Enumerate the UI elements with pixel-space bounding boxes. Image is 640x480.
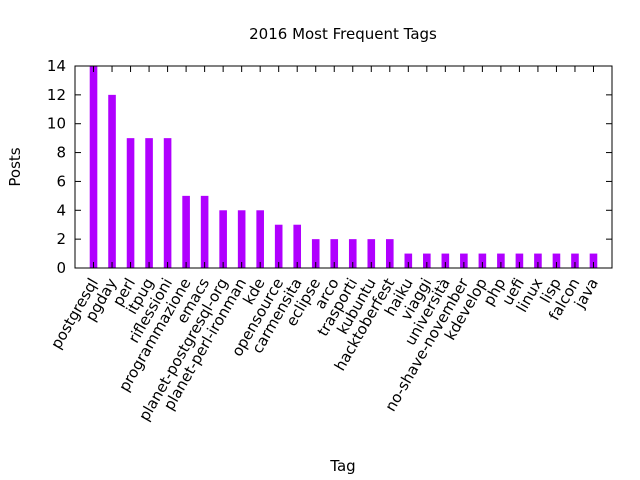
bar: [311, 239, 320, 268]
y-axis-ticks: 0 2 4 6 8 10 12 14: [47, 57, 612, 277]
bar: [293, 224, 302, 268]
bar: [200, 195, 209, 268]
bar: [441, 253, 450, 268]
bar: [219, 210, 227, 268]
y-tick-label: 6: [56, 172, 66, 190]
bar: [552, 253, 561, 268]
chart-title: 2016 Most Frequent Tags: [249, 25, 437, 43]
bar: [589, 253, 598, 268]
bar: [274, 224, 283, 268]
bar: [534, 253, 542, 268]
bar: [182, 195, 190, 268]
plot-frame: [74, 65, 613, 269]
bar: [89, 66, 98, 268]
bar: [571, 253, 579, 268]
bar: [237, 210, 246, 268]
bar: [478, 253, 487, 268]
y-tick-label: 0: [56, 259, 66, 277]
y-axis-title: Posts: [6, 147, 24, 186]
bar: [256, 210, 264, 268]
y-tick-label: 14: [47, 57, 66, 75]
bar: [460, 253, 468, 268]
bar: [163, 138, 172, 268]
y-tick-label: 8: [56, 144, 66, 162]
bar: [497, 253, 505, 268]
x-axis-title: Tag: [329, 457, 355, 475]
y-tick-label: 12: [47, 86, 66, 104]
bar: [145, 138, 153, 268]
bar: [385, 239, 394, 268]
bar: [515, 253, 524, 268]
bar: [367, 239, 376, 268]
y-tick-label: 10: [47, 115, 66, 133]
y-tick-label: 4: [56, 201, 66, 219]
bars-group: [89, 66, 598, 268]
bar: [126, 138, 135, 268]
bar: [404, 253, 413, 268]
bar: [330, 239, 339, 268]
bar: [423, 253, 431, 268]
bar: [108, 94, 116, 268]
bar: [348, 239, 357, 268]
y-tick-label: 2: [56, 230, 66, 248]
